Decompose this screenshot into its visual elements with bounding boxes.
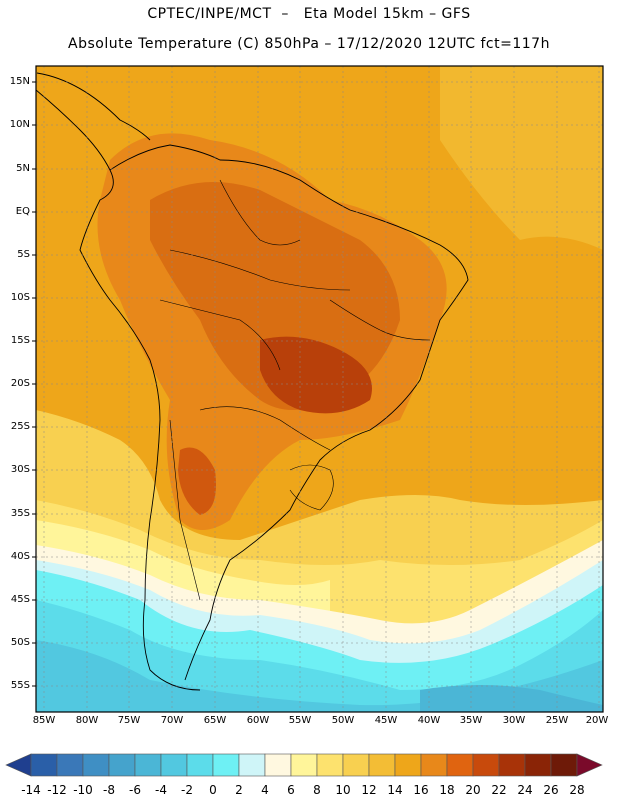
colorbar-bin [238,753,266,777]
colorbar-bin [420,753,448,777]
cb-label-m6: -6 [129,783,141,797]
lat-label-25s: 25S [10,421,30,432]
lon-label-55w: 55W [288,715,312,726]
cb-label-m4: -4 [155,783,167,797]
lon-label-60w: 60W [246,715,270,726]
country-borders [159,179,431,601]
cb-label-m8: -8 [103,783,115,797]
colorbar-bin [108,753,136,777]
lat-label-35s: 35S [10,508,30,519]
lat-label-10s: 10S [10,292,30,303]
cb-label-24: 24 [517,783,533,797]
colorbar-bin [264,753,292,777]
colorbar-bin [342,753,370,777]
map-frame [35,65,604,713]
cb-label-8: 8 [313,783,321,797]
cb-label-0: 0 [209,783,217,797]
lat-label-20s: 20S [10,378,30,389]
cb-label-18: 18 [439,783,455,797]
lon-label-45w: 45W [374,715,398,726]
colorbar-bin [394,753,422,777]
lon-label-70w: 70W [160,715,184,726]
lat-label-40s: 40S [10,551,30,562]
lat-label-50s: 50S [10,637,30,648]
colorbar-bin [134,753,162,777]
colorbar-min-arrow [5,753,32,777]
cb-label-28: 28 [569,783,585,797]
colorbar-bin [186,753,214,777]
cb-label-m10: -10 [73,783,93,797]
lat-label-15n: 15N [9,76,30,87]
colorbar-bin [498,753,526,777]
colorbar-bin [550,753,578,777]
lon-label-20w: 20W [585,715,609,726]
colorbar-bin [472,753,500,777]
colorbar-bin [212,753,240,777]
map-title-line-1: CPTEC/INPE/MCT – Eta Model 15km – GFS [147,6,471,22]
cb-label-m14: -14 [21,783,41,797]
cb-label-2: 2 [235,783,243,797]
lat-label-eq: EQ [15,206,30,217]
colorbar-bin [368,753,396,777]
colorbar-bin [56,753,84,777]
lon-label-75w: 75W [117,715,141,726]
colorbar-bin [30,753,58,777]
colorbar-bin [290,753,318,777]
lon-label-85w: 85W [32,715,56,726]
cb-label-20: 20 [465,783,481,797]
lat-label-15s: 15S [10,335,30,346]
colorbar-bin [82,753,110,777]
coastlines [36,72,469,691]
cb-label-16: 16 [413,783,429,797]
lon-label-30w: 30W [502,715,526,726]
lon-label-80w: 80W [75,715,99,726]
map-title-line-2: Absolute Temperature (C) 850hPa – 17/12/… [68,36,550,52]
cb-label-m12: -12 [47,783,67,797]
temperature-colorbar [5,753,603,777]
lon-label-65w: 65W [203,715,227,726]
temperature-field [36,66,603,712]
lat-label-5n: 5N [16,163,30,174]
cb-label-m2: -2 [181,783,193,797]
lat-label-5s: 5S [17,249,30,260]
colorbar-bin [524,753,552,777]
cb-label-6: 6 [287,783,295,797]
cb-label-22: 22 [491,783,507,797]
colorbar-bin [160,753,188,777]
lat-label-10n: 10N [9,119,30,130]
lat-label-30s: 30S [10,464,30,475]
cb-label-26: 26 [543,783,559,797]
lat-label-55s: 55S [10,680,30,691]
colorbar-bin [446,753,474,777]
cb-label-10: 10 [335,783,351,797]
lon-label-35w: 35W [459,715,483,726]
colorbar-max-arrow [576,753,603,777]
axis-ticks [32,81,36,687]
cb-label-14: 14 [387,783,403,797]
lon-label-40w: 40W [417,715,441,726]
lat-label-45s: 45S [10,594,30,605]
cb-label-12: 12 [361,783,377,797]
lon-label-50w: 50W [331,715,355,726]
lon-label-25w: 25W [545,715,569,726]
colorbar-bin [316,753,344,777]
cb-label-4: 4 [261,783,269,797]
